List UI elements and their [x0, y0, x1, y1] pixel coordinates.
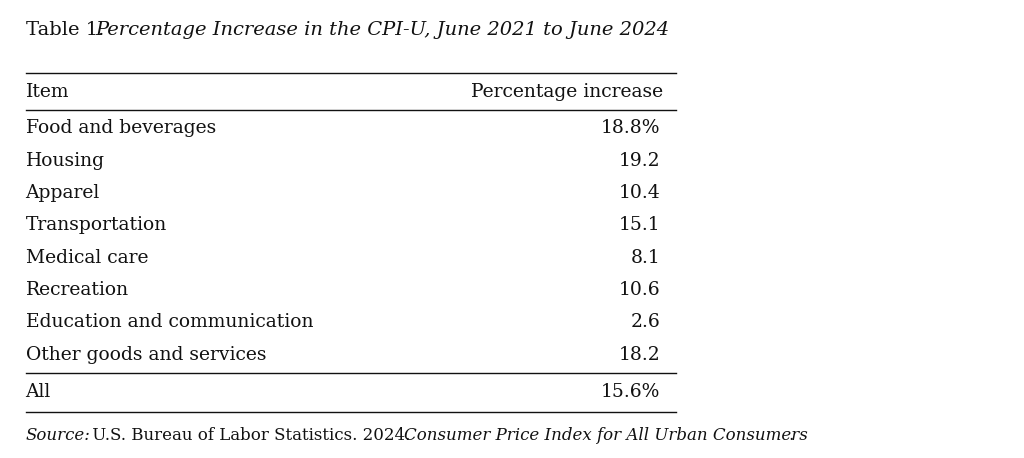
- Text: Housing: Housing: [26, 152, 104, 170]
- Text: All: All: [26, 382, 51, 401]
- Text: Percentage increase: Percentage increase: [471, 82, 664, 101]
- Text: 10.4: 10.4: [618, 184, 660, 202]
- Text: 10.6: 10.6: [618, 281, 660, 299]
- Text: 15.1: 15.1: [618, 217, 660, 234]
- Text: Table 1.: Table 1.: [26, 21, 111, 38]
- Text: 15.6%: 15.6%: [601, 382, 660, 401]
- Text: Recreation: Recreation: [26, 281, 129, 299]
- Text: 19.2: 19.2: [618, 152, 660, 170]
- Text: Percentage Increase in the CPI-U, June 2021 to June 2024: Percentage Increase in the CPI-U, June 2…: [95, 21, 670, 38]
- Text: Item: Item: [26, 82, 69, 101]
- Text: 18.2: 18.2: [618, 346, 660, 364]
- Text: Apparel: Apparel: [26, 184, 100, 202]
- Text: .: .: [788, 426, 794, 444]
- Text: 18.8%: 18.8%: [601, 120, 660, 137]
- Text: Source:: Source:: [26, 426, 90, 444]
- Text: Education and communication: Education and communication: [26, 313, 313, 332]
- Text: U.S. Bureau of Labor Statistics. 2024.: U.S. Bureau of Labor Statistics. 2024.: [87, 426, 416, 444]
- Text: 8.1: 8.1: [631, 249, 660, 267]
- Text: Medical care: Medical care: [26, 249, 148, 267]
- Text: Transportation: Transportation: [26, 217, 167, 234]
- Text: Food and beverages: Food and beverages: [26, 120, 216, 137]
- Text: Other goods and services: Other goods and services: [26, 346, 266, 364]
- Text: 2.6: 2.6: [631, 313, 660, 332]
- Text: Consumer Price Index for All Urban Consumers: Consumer Price Index for All Urban Consu…: [404, 426, 808, 444]
